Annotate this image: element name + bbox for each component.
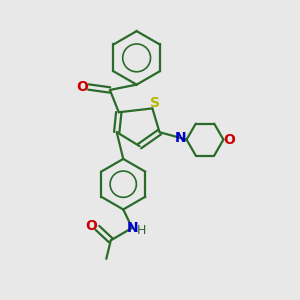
Text: O: O bbox=[76, 80, 88, 94]
Text: N: N bbox=[127, 221, 139, 235]
Text: S: S bbox=[150, 96, 160, 110]
Text: O: O bbox=[85, 219, 98, 233]
Text: N: N bbox=[175, 131, 186, 145]
Text: H: H bbox=[137, 224, 146, 237]
Text: O: O bbox=[224, 133, 235, 147]
